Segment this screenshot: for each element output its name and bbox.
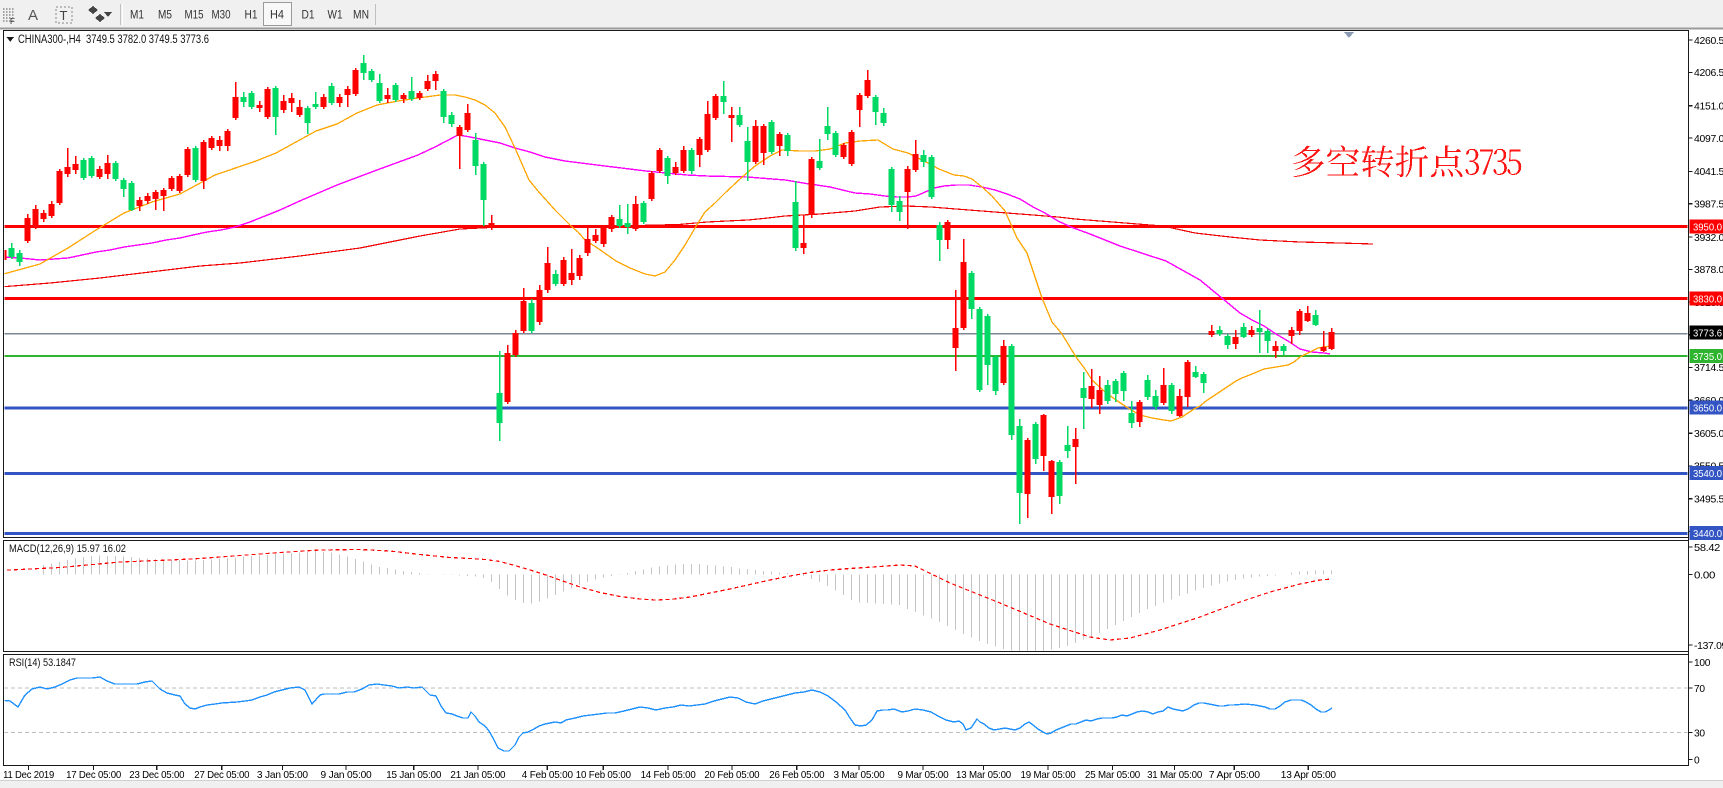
svg-text:3605.0: 3605.0 <box>1694 429 1723 440</box>
svg-text:W1: W1 <box>328 10 343 22</box>
svg-text:M30: M30 <box>212 10 231 22</box>
svg-text:3440.0: 3440.0 <box>1693 529 1722 540</box>
svg-text:-137.09: -137.09 <box>1694 641 1723 652</box>
svg-text:MN: MN <box>353 10 369 22</box>
svg-text:3540.0: 3540.0 <box>1693 469 1722 480</box>
svg-text:T: T <box>60 8 68 23</box>
svg-text:3878.0: 3878.0 <box>1694 265 1723 276</box>
svg-text:26 Feb 05:00: 26 Feb 05:00 <box>769 770 824 781</box>
svg-text:9 Jan 05:00: 9 Jan 05:00 <box>321 770 372 781</box>
svg-text:7 Apr 05:00: 7 Apr 05:00 <box>1209 770 1260 781</box>
svg-text:F: F <box>10 17 15 26</box>
svg-text:4041.5: 4041.5 <box>1694 167 1723 178</box>
svg-text:4206.5: 4206.5 <box>1694 68 1723 79</box>
svg-text:M5: M5 <box>158 10 172 22</box>
svg-text:3714.5: 3714.5 <box>1694 363 1723 374</box>
svg-text:RSI(14) 53.1847: RSI(14) 53.1847 <box>9 657 76 669</box>
svg-text:21 Jan 05:00: 21 Jan 05:00 <box>450 770 505 781</box>
svg-text:30: 30 <box>1694 728 1705 739</box>
svg-text:0: 0 <box>1694 755 1700 766</box>
svg-text:20 Feb 05:00: 20 Feb 05:00 <box>704 770 759 781</box>
svg-text:3932.0: 3932.0 <box>1694 233 1723 244</box>
svg-text:3650.0: 3650.0 <box>1693 404 1722 415</box>
svg-text:25 Mar 05:00: 25 Mar 05:00 <box>1085 770 1140 781</box>
svg-text:70: 70 <box>1694 684 1705 695</box>
svg-text:3 Mar 05:00: 3 Mar 05:00 <box>834 770 885 781</box>
svg-text:M1: M1 <box>130 10 144 22</box>
svg-text:58.42: 58.42 <box>1694 543 1721 554</box>
svg-text:3830.0: 3830.0 <box>1693 295 1722 306</box>
svg-text:4151.0: 4151.0 <box>1694 102 1723 113</box>
svg-text:0.00: 0.00 <box>1694 570 1716 581</box>
svg-text:3495.5: 3495.5 <box>1694 495 1723 506</box>
svg-text:13 Mar 05:00: 13 Mar 05:00 <box>956 770 1011 781</box>
svg-text:3735.0: 3735.0 <box>1693 352 1722 363</box>
svg-text:19 Mar 05:00: 19 Mar 05:00 <box>1021 770 1076 781</box>
svg-text:3987.5: 3987.5 <box>1694 200 1723 211</box>
svg-text:A: A <box>28 7 38 24</box>
svg-text:13 Apr 05:00: 13 Apr 05:00 <box>1281 770 1336 781</box>
svg-text:CHINA300-,H4 3749.5 3782.0 37: CHINA300-,H4 3749.5 3782.0 3749.5 3773.6 <box>18 34 209 46</box>
svg-text:M15: M15 <box>185 10 204 22</box>
svg-text:10 Feb 05:00: 10 Feb 05:00 <box>576 770 631 781</box>
svg-text:27 Dec 05:00: 27 Dec 05:00 <box>194 770 249 781</box>
svg-text:H1: H1 <box>245 10 258 22</box>
svg-text:9 Mar 05:00: 9 Mar 05:00 <box>898 770 949 781</box>
svg-text:3 Jan 05:00: 3 Jan 05:00 <box>257 770 308 781</box>
svg-text:H4: H4 <box>270 10 285 22</box>
svg-text:15 Jan 05:00: 15 Jan 05:00 <box>386 770 441 781</box>
svg-text:100: 100 <box>1694 658 1711 669</box>
svg-text:4260.5: 4260.5 <box>1694 36 1723 47</box>
svg-text:11 Dec 2019: 11 Dec 2019 <box>3 770 54 781</box>
svg-text:D1: D1 <box>302 10 315 22</box>
svg-text:23 Dec 05:00: 23 Dec 05:00 <box>129 770 184 781</box>
svg-text:3950.0: 3950.0 <box>1693 223 1722 234</box>
svg-text:14 Feb 05:00: 14 Feb 05:00 <box>641 770 696 781</box>
svg-text:3773.6: 3773.6 <box>1693 329 1722 340</box>
svg-text:MACD(12,26,9) 15.97 16.02: MACD(12,26,9) 15.97 16.02 <box>9 543 126 555</box>
svg-text:4097.0: 4097.0 <box>1694 134 1723 145</box>
svg-text:17 Dec 05:00: 17 Dec 05:00 <box>66 770 121 781</box>
svg-text:31 Mar 05:00: 31 Mar 05:00 <box>1147 770 1202 781</box>
svg-text:4 Feb 05:00: 4 Feb 05:00 <box>522 770 573 781</box>
